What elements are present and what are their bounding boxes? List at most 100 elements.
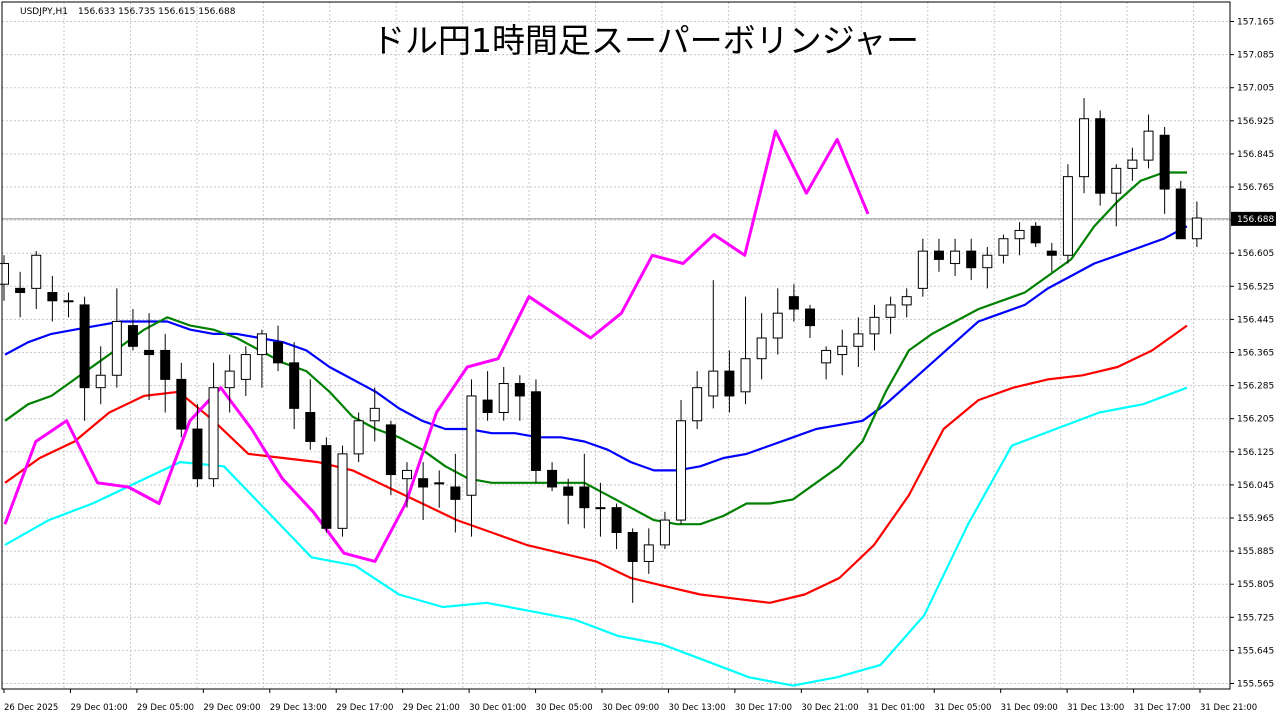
x-tick-label: 30 Dec 05:00 <box>536 703 593 713</box>
y-tick-label: 156.445 <box>1237 315 1274 325</box>
candle-body <box>806 309 815 326</box>
candle <box>1096 110 1105 205</box>
candle-body <box>789 297 798 309</box>
x-tick-label: 29 Dec 21:00 <box>403 703 460 713</box>
candle-body <box>435 483 444 484</box>
candle-body <box>225 371 234 388</box>
candle-body <box>177 379 186 429</box>
candle-body <box>886 305 895 317</box>
candle-body <box>1096 119 1105 193</box>
candle-body <box>741 359 750 392</box>
candle-body <box>209 388 218 479</box>
candle-body <box>96 375 105 387</box>
candle-body <box>290 363 299 409</box>
y-tick-label: 157.005 <box>1237 84 1274 94</box>
candle-body <box>386 425 395 475</box>
x-tick-label: 30 Dec 21:00 <box>801 703 858 713</box>
candle-body <box>451 487 460 499</box>
candle-body <box>0 264 9 285</box>
candle <box>531 379 540 482</box>
y-tick-label: 155.645 <box>1237 646 1274 656</box>
candle-body <box>1176 189 1185 239</box>
y-tick-label: 156.125 <box>1237 448 1274 458</box>
candle-body <box>870 317 879 334</box>
candle-body <box>354 421 363 454</box>
x-tick-label: 31 Dec 05:00 <box>934 703 991 713</box>
candle-body <box>306 412 315 441</box>
candle-body <box>902 297 911 305</box>
candle-body <box>918 251 927 288</box>
x-tick-label: 29 Dec 17:00 <box>336 703 393 713</box>
candle-body <box>515 384 524 396</box>
x-tick-label: 31 Dec 01:00 <box>868 703 925 713</box>
x-tick-label: 26 Dec 2025 <box>4 703 58 713</box>
candle-body <box>999 239 1008 256</box>
candle-body <box>338 454 347 528</box>
candle-body <box>274 342 283 363</box>
x-tick-label: 31 Dec 17:00 <box>1134 703 1191 713</box>
candle-body <box>1015 230 1024 238</box>
candle-body <box>773 313 782 338</box>
candle-body <box>467 396 476 495</box>
candle <box>1031 222 1040 247</box>
x-tick-label: 30 Dec 01:00 <box>469 703 526 713</box>
y-tick-label: 155.885 <box>1237 547 1274 557</box>
candle-body <box>1031 226 1040 243</box>
candle-body <box>1160 135 1169 189</box>
candle-body <box>531 392 540 471</box>
candle-body <box>822 350 831 362</box>
candle-body <box>419 479 428 487</box>
candle-body <box>677 421 686 520</box>
candle <box>322 437 331 532</box>
candle <box>338 446 347 537</box>
x-tick-label: 29 Dec 13:00 <box>270 703 327 713</box>
candle-body <box>161 350 170 379</box>
chart-title: ドル円1時間足スーパーボリンジャー <box>372 21 919 60</box>
price-tag-label: 156.688 <box>1237 215 1274 225</box>
x-tick-label: 31 Dec 21:00 <box>1200 703 1257 713</box>
candle-body <box>1128 160 1137 168</box>
x-tick-label: 30 Dec 17:00 <box>735 703 792 713</box>
x-tick-label: 31 Dec 13:00 <box>1067 703 1124 713</box>
candle-body <box>628 532 637 561</box>
x-tick-label: 30 Dec 13:00 <box>668 703 725 713</box>
candle-body <box>725 371 734 396</box>
y-tick-label: 157.085 <box>1237 51 1274 61</box>
candle-body <box>1112 168 1121 193</box>
candle-body <box>257 334 266 355</box>
candle-body <box>1047 251 1056 255</box>
candle-body <box>403 470 412 478</box>
candle-body <box>499 384 508 413</box>
candle-body <box>64 301 73 302</box>
candle-body <box>757 338 766 359</box>
candle-body <box>483 400 492 412</box>
candle-body <box>709 371 718 396</box>
candle-body <box>693 388 702 421</box>
candle-body <box>838 346 847 354</box>
y-tick-label: 155.565 <box>1237 680 1274 690</box>
candle-body <box>32 255 41 288</box>
y-tick-label: 155.725 <box>1237 613 1274 623</box>
candle-body <box>951 251 960 263</box>
candle-body <box>660 520 669 545</box>
candle-body <box>322 446 331 529</box>
y-tick-label: 156.605 <box>1237 249 1274 259</box>
candle-body <box>983 255 992 267</box>
y-tick-label: 156.045 <box>1237 481 1274 491</box>
candle-body <box>16 288 25 292</box>
candle-body <box>241 355 250 380</box>
candle-body <box>612 508 621 533</box>
candle-body <box>967 251 976 268</box>
candle-body <box>854 334 863 346</box>
candle-body <box>112 321 121 375</box>
y-tick-label: 157.165 <box>1237 18 1274 28</box>
current-price-tag: 156.688 <box>1231 212 1276 226</box>
symbol-info: USDJPY,H1 <box>20 7 68 17</box>
x-tick-label: 29 Dec 01:00 <box>70 703 127 713</box>
candle-body <box>370 408 379 420</box>
candle-body <box>193 429 202 479</box>
candle-body <box>145 350 154 354</box>
ohlc-info: 156.633 156.735 156.615 156.688 <box>78 7 236 17</box>
candle-body <box>1063 177 1072 256</box>
